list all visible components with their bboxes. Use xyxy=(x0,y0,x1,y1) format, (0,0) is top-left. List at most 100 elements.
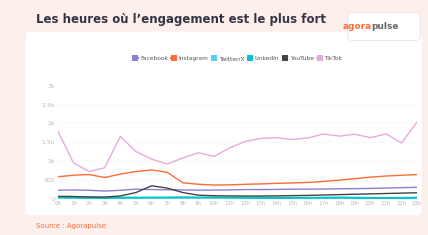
LinkedIn xyxy=(211,196,217,199)
Instagram xyxy=(305,181,310,184)
LinkedIn xyxy=(102,196,107,199)
Instagram xyxy=(259,183,264,185)
YouTube xyxy=(352,193,357,196)
YouTube xyxy=(149,184,154,187)
Facebook xyxy=(415,186,420,189)
LinkedIn xyxy=(415,196,420,199)
LinkedIn xyxy=(399,196,404,199)
Facebook xyxy=(134,188,139,191)
YouTube xyxy=(321,194,326,196)
Twitter/X xyxy=(305,196,310,199)
Facebook xyxy=(55,189,60,192)
Facebook xyxy=(383,187,389,189)
YouTube xyxy=(196,194,201,197)
Text: agora: agora xyxy=(342,22,372,31)
Facebook xyxy=(290,188,295,191)
TikTok xyxy=(415,120,420,123)
Instagram xyxy=(180,181,185,184)
LinkedIn xyxy=(243,196,248,199)
Instagram xyxy=(336,179,342,182)
YouTube xyxy=(305,194,310,197)
Facebook xyxy=(399,186,404,189)
LinkedIn xyxy=(368,196,373,199)
LinkedIn xyxy=(134,196,139,199)
Twitter/X xyxy=(243,196,248,199)
Instagram xyxy=(321,180,326,183)
Instagram xyxy=(243,183,248,186)
YouTube xyxy=(227,195,232,197)
TikTok xyxy=(290,138,295,141)
Twitter/X xyxy=(399,196,404,199)
Twitter/X xyxy=(352,196,357,199)
Facebook xyxy=(259,188,264,191)
LinkedIn xyxy=(336,196,342,199)
LinkedIn xyxy=(86,196,92,199)
YouTube xyxy=(243,195,248,197)
LinkedIn xyxy=(305,196,310,199)
Twitter/X xyxy=(415,196,420,199)
Line: Instagram: Instagram xyxy=(58,170,417,185)
TikTok xyxy=(86,170,92,173)
YouTube xyxy=(415,191,420,194)
TikTok xyxy=(165,163,170,165)
TikTok xyxy=(368,136,373,139)
Twitter/X xyxy=(102,196,107,199)
Instagram xyxy=(290,182,295,184)
Facebook xyxy=(86,189,92,192)
YouTube xyxy=(86,196,92,198)
YouTube xyxy=(383,192,389,195)
Instagram xyxy=(149,168,154,171)
YouTube xyxy=(165,187,170,189)
TikTok xyxy=(243,140,248,143)
LinkedIn xyxy=(71,196,76,199)
Twitter/X xyxy=(259,196,264,199)
TikTok xyxy=(259,137,264,140)
LinkedIn xyxy=(149,196,154,199)
TikTok xyxy=(55,129,60,132)
Instagram xyxy=(102,176,107,179)
Twitter/X xyxy=(196,196,201,199)
Twitter/X xyxy=(383,196,389,199)
YouTube xyxy=(336,193,342,196)
LinkedIn xyxy=(383,197,389,200)
Twitter/X xyxy=(336,196,342,199)
Facebook xyxy=(196,189,201,192)
Twitter/X xyxy=(274,196,279,199)
Facebook xyxy=(352,187,357,190)
Twitter/X xyxy=(71,196,76,199)
TikTok xyxy=(196,151,201,154)
Twitter/X xyxy=(165,196,170,199)
Instagram xyxy=(415,173,420,176)
TikTok xyxy=(211,155,217,158)
Instagram xyxy=(86,173,92,176)
YouTube xyxy=(180,191,185,194)
Twitter/X xyxy=(211,196,217,199)
LinkedIn xyxy=(274,196,279,199)
Twitter/X xyxy=(290,196,295,199)
TikTok xyxy=(118,135,123,138)
TikTok xyxy=(134,150,139,153)
Facebook xyxy=(368,187,373,190)
Facebook xyxy=(274,188,279,191)
Instagram xyxy=(118,173,123,176)
LinkedIn xyxy=(55,196,60,199)
YouTube xyxy=(368,192,373,195)
YouTube xyxy=(55,195,60,198)
Instagram xyxy=(227,184,232,186)
YouTube xyxy=(399,192,404,195)
YouTube xyxy=(274,194,279,197)
LinkedIn xyxy=(227,196,232,199)
TikTok xyxy=(102,166,107,169)
TikTok xyxy=(383,133,389,135)
Facebook xyxy=(165,188,170,191)
Instagram xyxy=(196,183,201,186)
Facebook xyxy=(227,188,232,191)
YouTube xyxy=(102,196,107,199)
Line: YouTube: YouTube xyxy=(58,186,417,197)
Facebook xyxy=(243,188,248,191)
Line: Facebook: Facebook xyxy=(58,187,417,191)
LinkedIn xyxy=(321,196,326,199)
Line: LinkedIn: LinkedIn xyxy=(58,197,417,198)
Text: pulse: pulse xyxy=(372,22,399,31)
LinkedIn xyxy=(352,196,357,199)
